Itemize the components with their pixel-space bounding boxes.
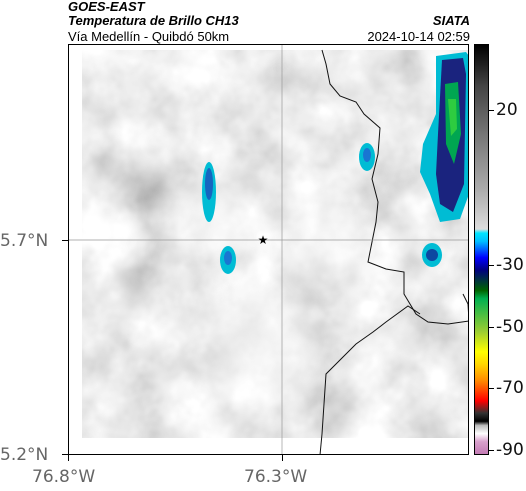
cb-tick-label: -70 — [496, 378, 524, 398]
cb-tick-label: -90 — [496, 440, 524, 460]
cb-tick-label: -50 — [496, 317, 524, 337]
datetime-label: 2024-10-14 02:59 — [367, 29, 470, 44]
cb-tick-label: 20 — [496, 100, 518, 120]
x-tick-mark — [282, 455, 283, 461]
cb-tick-mark — [489, 450, 494, 451]
x-tick-mark — [68, 455, 69, 461]
colorbar — [474, 44, 489, 455]
cb-tick-label: -30 — [496, 255, 524, 275]
map-panel: ★ — [68, 44, 469, 455]
region-subtitle: Vía Medellín - Quibdó 50km — [68, 29, 230, 44]
cb-tick-mark — [489, 327, 494, 328]
y-tick-label: 5.2°N — [0, 445, 49, 465]
convective-cells — [202, 52, 469, 274]
product-title: Temperatura de Brillo CH13 — [68, 13, 239, 28]
y-tick-mark — [62, 240, 68, 241]
satellite-title: GOES-EAST — [68, 0, 145, 14]
cb-tick-mark — [489, 110, 494, 111]
brand-label: SIATA — [432, 13, 470, 28]
y-tick-label: 5.7°N — [0, 231, 49, 251]
star-marker: ★ — [258, 233, 269, 247]
cb-tick-mark — [489, 388, 494, 389]
brightness-field — [82, 50, 469, 438]
x-tick-label: 76.3°W — [244, 467, 308, 487]
cb-tick-mark — [489, 265, 494, 266]
y-tick-mark — [62, 454, 68, 455]
x-tick-label: 76.8°W — [32, 467, 96, 487]
map-border — [68, 44, 469, 455]
